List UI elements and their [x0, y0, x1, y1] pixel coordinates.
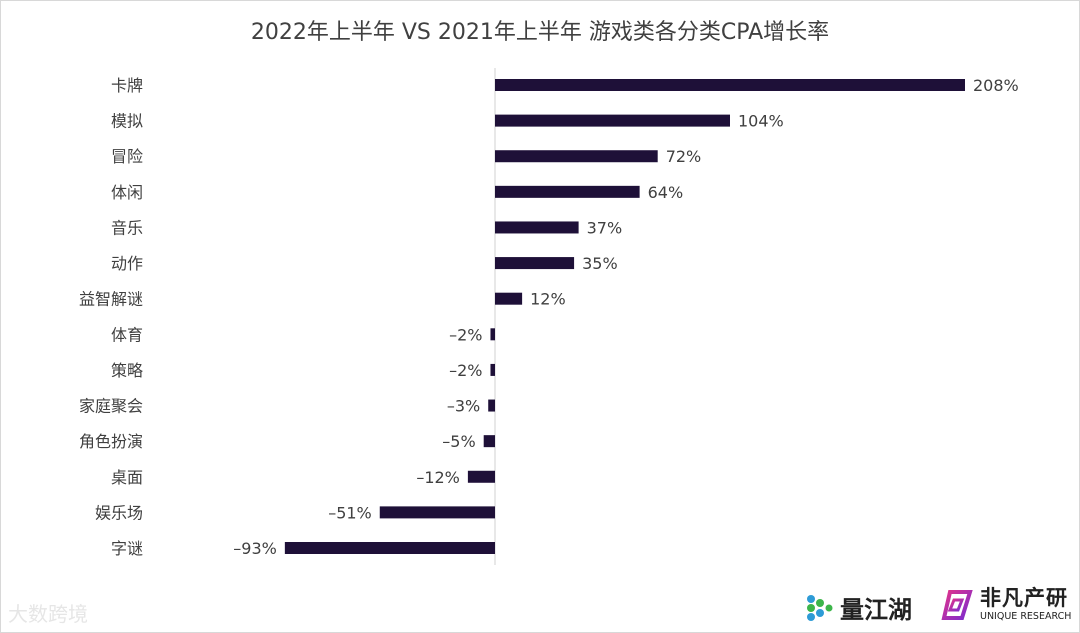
bar-7: [495, 292, 523, 305]
category-label: 冒险: [111, 147, 143, 166]
category-label: 益智解谜: [79, 290, 143, 309]
data-label: –2%: [449, 325, 482, 344]
category-label: 体育: [111, 325, 143, 344]
data-label: –2%: [449, 361, 482, 380]
bar-8: [490, 328, 495, 341]
category-label: 体闲: [111, 183, 143, 202]
data-label: 72%: [666, 147, 702, 166]
unique-research-logo: 非凡产研 UNIQUE RESEARCH: [940, 588, 1071, 622]
bar-5: [495, 221, 579, 234]
liangjianghu-logo-text: 量江湖: [840, 596, 912, 624]
category-label: 桌面: [111, 468, 143, 487]
bar-2: [495, 114, 730, 127]
watermark-text: 大数跨境: [8, 602, 88, 626]
unique-research-en: UNIQUE RESEARCH: [980, 611, 1072, 623]
bar-9: [490, 363, 495, 376]
liangjianghu-logo: 量江湖: [806, 590, 912, 625]
unique-research-logo-icon: [941, 590, 973, 620]
data-label: –51%: [328, 503, 372, 522]
bar-6: [495, 257, 575, 270]
unique-research-cn: 非凡产研: [980, 586, 1068, 611]
data-label: 35%: [582, 254, 618, 273]
bar-12: [467, 470, 495, 483]
category-label: 卡牌: [111, 76, 143, 95]
data-label: –5%: [442, 432, 475, 451]
chart-title: 2022年上半年 VS 2021年上半年 游戏类各分类CPA增长率: [250, 20, 830, 45]
category-label: 角色扮演: [79, 432, 143, 451]
bar-3: [495, 150, 658, 163]
data-label: –3%: [447, 397, 480, 416]
bar-13: [379, 506, 495, 519]
liangjianghu-logo-icon: [807, 594, 833, 621]
data-label: –93%: [233, 539, 277, 558]
category-label: 模拟: [111, 112, 143, 131]
category-label: 音乐: [111, 218, 143, 237]
bar-4: [495, 185, 640, 198]
data-label: 37%: [587, 218, 623, 237]
category-label: 字谜: [111, 539, 143, 558]
data-label: 208%: [973, 76, 1019, 95]
data-label: –12%: [416, 468, 460, 487]
bar-14: [284, 542, 495, 554]
data-label: 104%: [738, 112, 784, 131]
category-label: 策略: [111, 361, 143, 380]
watermark: 大数跨境: [8, 598, 88, 627]
bar-11: [483, 435, 495, 448]
category-label: 动作: [111, 254, 143, 273]
data-label: 64%: [648, 183, 684, 202]
bar-1: [495, 79, 965, 91]
category-label: 娱乐场: [95, 503, 143, 522]
bar-10: [488, 399, 495, 412]
data-label: 12%: [530, 290, 566, 309]
category-label: 家庭聚会: [79, 397, 143, 416]
